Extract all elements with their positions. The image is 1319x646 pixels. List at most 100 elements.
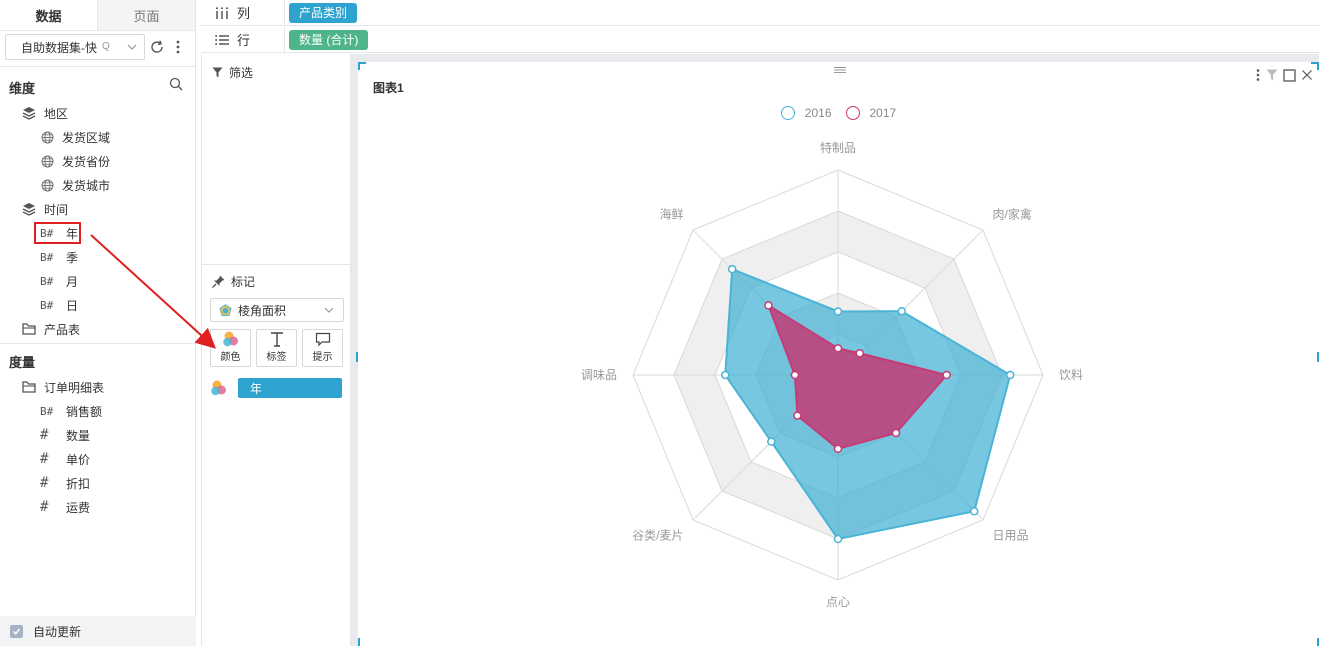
search-icon[interactable] [169,77,183,91]
tree-label: 销售额 [66,404,103,419]
color-button[interactable]: 颜色 [210,329,251,367]
tree-node-day[interactable]: B# 日 [40,294,78,316]
data-point [942,370,951,380]
tooltip-button[interactable]: 提示 [302,329,343,367]
tab-page[interactable]: 页面 [98,0,195,30]
legend-item-2017[interactable]: 2017 [845,106,896,120]
globe-icon [40,154,54,168]
check-icon [12,628,21,635]
tree-label: 年 [66,226,79,241]
resize-handle[interactable] [358,62,366,64]
filter-icon[interactable] [1266,69,1278,81]
pin-icon [212,275,225,288]
radar-grid-ring [632,169,1044,581]
auto-update-label: 自动更新 [33,624,82,639]
more-vertical-icon[interactable] [169,36,187,58]
series-area-2016 [724,267,1012,541]
auto-update-checkbox[interactable] [10,624,23,638]
tree-node-region[interactable]: 地区 [22,102,68,124]
tree-label: 单价 [66,452,91,467]
resize-handle[interactable] [358,638,360,646]
hash-icon: B# [40,226,54,240]
legend-label: 2016 [804,106,832,120]
row-shelf-label: 行 [201,27,285,52]
tree-node-quantity[interactable]: # 数量 [40,424,90,446]
data-panel: 数据 页面 自助数据集-快 Q 维度 地区 发货区域 [0,0,196,646]
hash-icon: B# [40,298,54,312]
tree-node-ship-region[interactable]: 发货区域 [40,126,110,148]
tree-node-time[interactable]: 时间 [22,198,68,220]
radar-axis-line [837,374,984,521]
resize-handle[interactable] [1317,638,1319,646]
data-point [833,307,843,316]
tree-node-freight[interactable]: # 运费 [40,496,90,518]
data-point [1005,370,1015,380]
category-label: 点心 [826,595,850,609]
resize-handle[interactable] [356,352,358,362]
hash-icon: B# [40,274,54,288]
color-encoding: 年 [210,378,342,398]
label-button[interactable]: 标签 [256,329,297,367]
resize-handle[interactable] [1311,62,1319,64]
chart-title: 图表1 [373,81,404,95]
column-pill[interactable]: 产品类别 [289,2,358,23]
chart-widget[interactable]: 图表1 2016 2017 特制品 肉/家禽 饮料 日用品 点心 谷类/麦片 调味品 海鲜 [358,62,1319,646]
tree-label: 发货城市 [62,178,111,193]
tree-label: 时间 [44,202,69,217]
hash-icon: # [40,427,49,443]
columns-icon [216,6,228,19]
dataset-search-hint: Q [102,41,110,52]
resize-handle[interactable] [1317,62,1319,70]
card-toolbar [1255,68,1313,82]
category-label: 海鲜 [659,206,683,221]
refresh-icon[interactable] [148,36,166,58]
divider [202,264,352,265]
tree-label: 日 [66,298,79,313]
radar-grid-ring [673,210,1003,540]
drag-handle-icon[interactable] [833,66,847,74]
radar-grid-ring [714,251,962,499]
mark-type-select[interactable]: 棱角面积 [210,298,344,322]
text-icon [269,330,285,348]
data-point [793,411,802,420]
mark-buttons: 颜色 标签 提示 [210,329,343,367]
tree-label: 发货区域 [62,130,111,145]
data-point [727,264,737,274]
close-icon[interactable] [1301,69,1313,81]
tree-node-ship-city[interactable]: 发货城市 [40,174,110,196]
tree-node-unit-price[interactable]: # 单价 [40,448,90,470]
tree-node-orders[interactable]: 订单明细表 [22,376,104,398]
tab-data[interactable]: 数据 [0,0,98,30]
label-button-label: 标签 [266,352,287,363]
tree-node-discount[interactable]: # 折扣 [40,472,90,494]
data-point [833,534,843,544]
tree-node-quarter[interactable]: B# 季 [40,246,78,268]
data-point [767,437,776,446]
category-label: 谷类/麦片 [632,529,683,543]
tree-node-ship-province[interactable]: 发货省份 [40,150,110,172]
legend-item-2016[interactable]: 2016 [780,106,832,120]
tree-node-sales[interactable]: B# 销售额 [40,400,102,422]
column-shelf: 列 产品类别 [201,0,1319,26]
filter-icon [212,67,223,78]
tree-node-year[interactable]: B# 年 [40,222,78,244]
maximize-icon[interactable] [1283,68,1296,82]
filter-section[interactable]: 筛选 [212,64,253,81]
highlight-box [34,222,81,244]
data-point [790,370,800,380]
tree-node-product-table[interactable]: 产品表 [22,318,80,340]
series-area-2017 [766,303,949,450]
tooltip-icon [315,330,331,348]
resize-handle[interactable] [1317,352,1319,362]
row-pill[interactable]: 数量 (合计) [289,29,369,50]
layers-icon [22,202,36,216]
data-point [721,370,730,380]
tree-label: 地区 [44,106,69,121]
color-field-pill[interactable]: 年 [238,378,342,398]
radar-area-icon [219,303,232,316]
resize-handle[interactable] [358,62,360,70]
measures-header: 度量 [9,355,36,370]
dataset-select[interactable]: 自助数据集-快 Q [5,34,145,60]
more-vertical-icon[interactable] [1255,68,1261,82]
tree-node-month[interactable]: B# 月 [40,270,78,292]
